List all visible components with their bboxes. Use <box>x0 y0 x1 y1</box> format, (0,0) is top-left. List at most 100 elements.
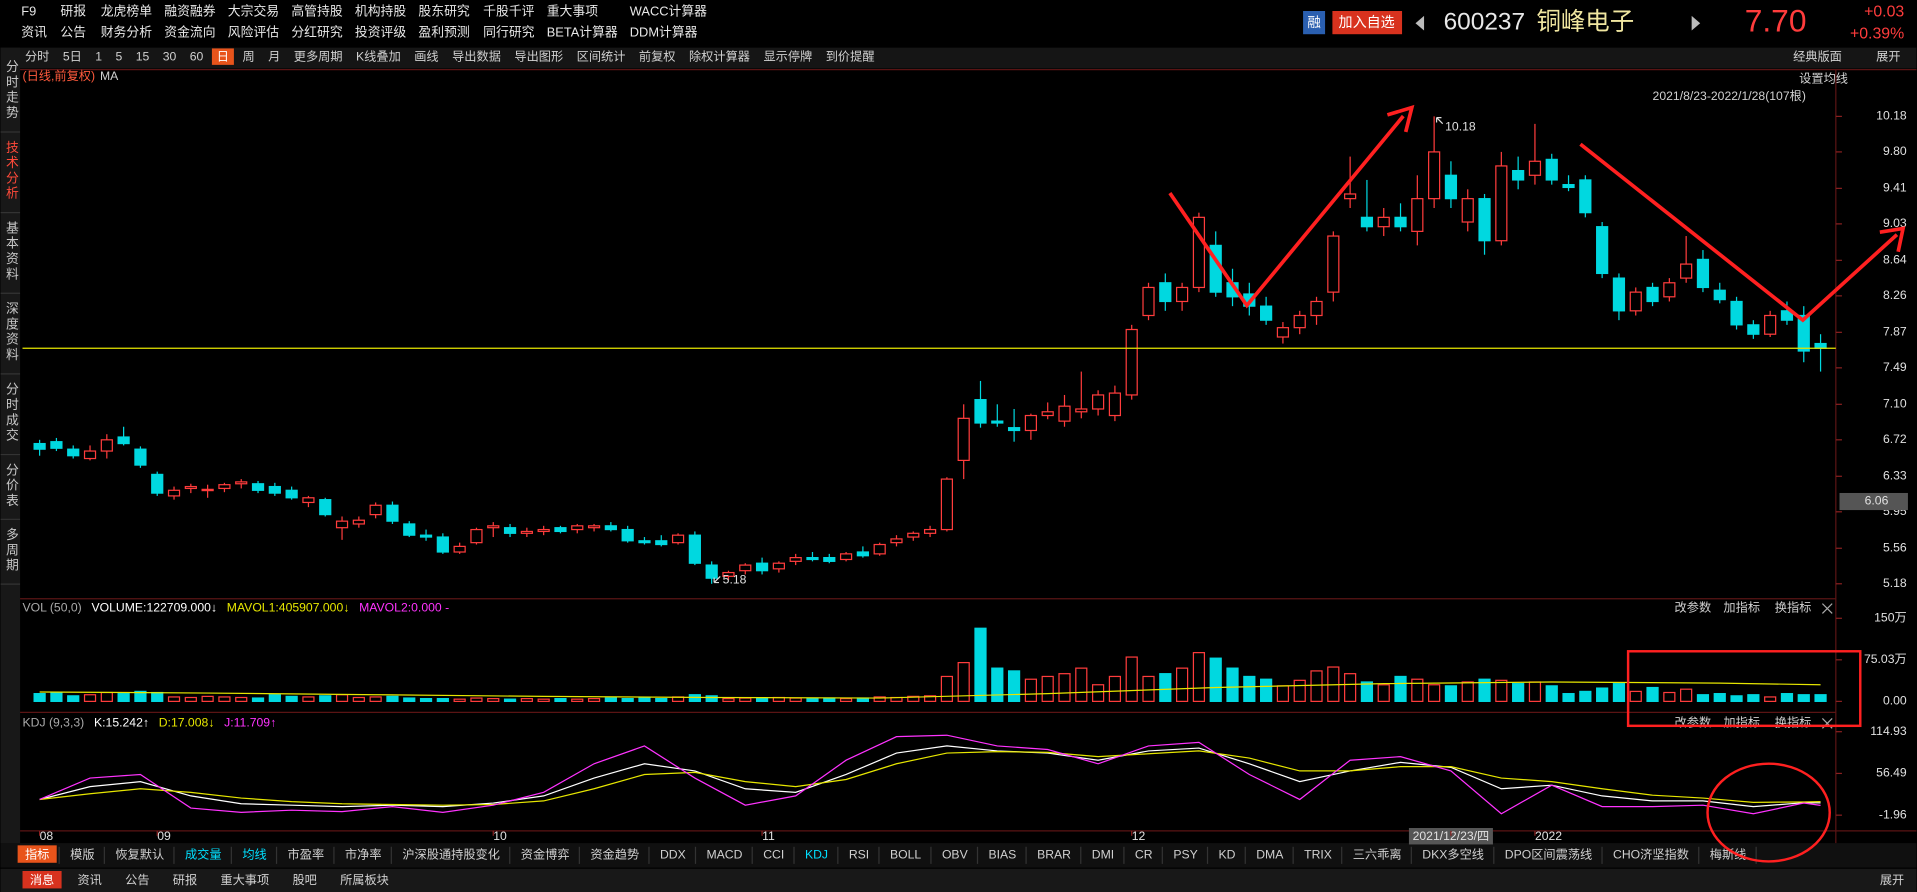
add-button[interactable]: 加入自选 <box>1339 14 1395 30</box>
menu-item[interactable]: 资讯 <box>21 24 47 39</box>
menu-item[interactable]: 同行研究 <box>483 24 534 39</box>
indicator-tab[interactable]: DPO区间震荡线 <box>1505 848 1592 862</box>
menu-item[interactable]: 资金流向 <box>164 24 215 39</box>
indicator-tab[interactable]: 市盈率 <box>288 847 325 862</box>
toolbar-item[interactable]: 导出数据 <box>452 49 501 64</box>
ma-settings[interactable]: 设置均线 <box>1799 72 1848 86</box>
bottom-tab[interactable]: 消息 <box>30 872 54 887</box>
panel-button[interactable]: 改参数 <box>1675 600 1712 615</box>
menu-item[interactable]: DDM计算器 <box>630 24 698 39</box>
toolbar-item[interactable]: 15 <box>136 50 150 64</box>
panel-button[interactable]: 加指标 <box>1723 715 1760 730</box>
toolbar-item[interactable]: 除权计算器 <box>689 49 750 64</box>
indicator-tab[interactable]: MACD <box>706 848 742 862</box>
menu-item[interactable]: 龙虎榜单 <box>101 4 152 19</box>
indicator-tab[interactable]: 资金博弈 <box>521 847 570 862</box>
menu-item[interactable]: 投资评级 <box>355 24 406 39</box>
sidebar-item[interactable]: 基本资料 <box>4 221 19 282</box>
add-button-bg[interactable] <box>1332 10 1403 35</box>
bottom-tab[interactable]: 研报 <box>173 872 197 887</box>
toolbar-item[interactable]: 周 <box>242 50 254 64</box>
toolbar-item[interactable]: 导出图形 <box>514 50 563 64</box>
panel-button[interactable]: 改参数 <box>1675 715 1712 730</box>
indicator-tab[interactable]: CHO济坚指数 <box>1613 847 1689 862</box>
menu-item[interactable]: 盈利预测 <box>418 24 469 39</box>
toolbar-item[interactable]: 更多周期 <box>294 50 343 64</box>
toolbar-item[interactable]: 显示停牌 <box>763 49 812 64</box>
indicator-tab[interactable]: BRAR <box>1037 848 1071 862</box>
toolbar-item[interactable]: 分时 <box>25 50 49 64</box>
close-button[interactable] <box>1821 603 1833 614</box>
prev-arrow[interactable] <box>1415 15 1425 31</box>
panel-button[interactable]: 换指标 <box>1775 600 1812 615</box>
panel-button[interactable]: 换指标 <box>1775 715 1812 730</box>
menu-item[interactable]: 融资融券 <box>164 4 215 19</box>
menu-item[interactable]: 重大事项 <box>547 4 598 19</box>
indicator-tab[interactable]: DMA <box>1256 848 1284 862</box>
toolbar-item[interactable]: 日 <box>217 50 229 64</box>
panel-button[interactable]: 加指标 <box>1723 600 1760 615</box>
indicator-tab[interactable]: 梅斯线 <box>1710 847 1747 862</box>
indicator-tab[interactable]: CR <box>1135 848 1153 862</box>
indicator-tab[interactable]: KD <box>1219 848 1236 862</box>
toolbar-item[interactable]: 30 <box>163 50 177 64</box>
next-arrow[interactable] <box>1691 15 1701 31</box>
indicator-tab[interactable]: 沪深股通持股变化 <box>402 847 500 862</box>
sidebar-item[interactable]: 深度资料 <box>4 302 19 363</box>
bottom-tab[interactable]: 公告 <box>125 873 149 887</box>
menu-item[interactable]: 分红研究 <box>291 24 342 39</box>
sidebar-item[interactable]: 分价表 <box>4 463 19 509</box>
toolbar-item[interactable]: 5日 <box>63 50 82 64</box>
menu-item[interactable]: WACC计算器 <box>630 4 707 19</box>
menu-item[interactable]: 大宗交易 <box>228 4 279 19</box>
indicator-tab[interactable]: 模版 <box>70 848 94 862</box>
sidebar-item[interactable]: 多周期 <box>4 528 19 574</box>
bottom-tab[interactable]: 所属板块 <box>340 873 389 887</box>
toolbar-item[interactable]: 1 <box>95 50 102 64</box>
indicator-tab[interactable]: 均线 <box>242 848 266 862</box>
menu-item[interactable]: F9 <box>21 4 36 19</box>
indicator-tab[interactable]: 成交量 <box>185 847 222 862</box>
menu-item[interactable]: 高管持股 <box>291 4 342 19</box>
toolbar-item[interactable]: 5 <box>115 50 122 64</box>
menu-item[interactable]: 风险评估 <box>228 24 279 39</box>
indicator-tab[interactable]: BIAS <box>988 848 1016 862</box>
indicator-tab[interactable]: 资金趋势 <box>590 847 639 862</box>
toolbar-item[interactable]: 到价提醒 <box>826 49 875 64</box>
indicator-tab[interactable]: OBV <box>942 848 969 862</box>
indicator-tab[interactable]: CCI <box>763 848 784 862</box>
indicator-tab[interactable]: 市净率 <box>345 847 382 862</box>
toolbar-expand[interactable]: 展开 <box>1876 50 1900 64</box>
bottom-tab[interactable]: 股吧 <box>292 873 316 887</box>
sidebar-item[interactable]: 分时成交 <box>4 382 19 443</box>
sidebar-item[interactable]: 分时走势 <box>4 60 19 121</box>
indicator-tab[interactable]: DDX <box>660 848 686 862</box>
indicator-tab[interactable]: 三六乖离 <box>1353 847 1402 862</box>
indicator-tab[interactable]: KDJ <box>805 848 828 862</box>
bottom-tab[interactable]: 重大事项 <box>220 873 269 887</box>
menu-item[interactable]: 股东研究 <box>418 4 469 19</box>
indicator-tab[interactable]: DKX多空线 <box>1422 848 1484 862</box>
layout-select[interactable]: 经典版面 <box>1793 50 1842 64</box>
toolbar-item[interactable]: 月 <box>268 50 280 64</box>
menu-item[interactable]: 机构持股 <box>355 4 406 19</box>
menu-item[interactable]: 财务分析 <box>101 24 152 39</box>
indicator-tab[interactable]: 恢复默认 <box>115 847 164 862</box>
indicator-tab[interactable]: 指标 <box>25 847 49 862</box>
menu-item[interactable]: 公告 <box>60 24 86 39</box>
toolbar-item[interactable]: 前复权 <box>639 49 676 64</box>
indicator-tab[interactable]: BOLL <box>890 848 921 862</box>
indicator-tab[interactable]: DMI <box>1092 848 1114 862</box>
menu-item[interactable]: 千股千评 <box>483 4 534 19</box>
bottom-expand[interactable]: 展开 <box>1880 873 1904 887</box>
toolbar-item[interactable]: K线叠加 <box>356 50 401 64</box>
indicator-tab[interactable]: PSY <box>1173 848 1197 862</box>
menu-item[interactable]: BETA计算器 <box>547 24 618 39</box>
toolbar-item[interactable]: 区间统计 <box>577 50 626 64</box>
sidebar-item[interactable]: 技术分析 <box>4 141 19 202</box>
bottom-tab[interactable]: 资讯 <box>77 873 101 887</box>
indicator-tab[interactable]: RSI <box>849 848 869 862</box>
menu-item[interactable]: 研报 <box>60 4 86 19</box>
toolbar-item[interactable]: 画线 <box>414 50 438 64</box>
indicator-tab[interactable]: TRIX <box>1304 848 1332 862</box>
